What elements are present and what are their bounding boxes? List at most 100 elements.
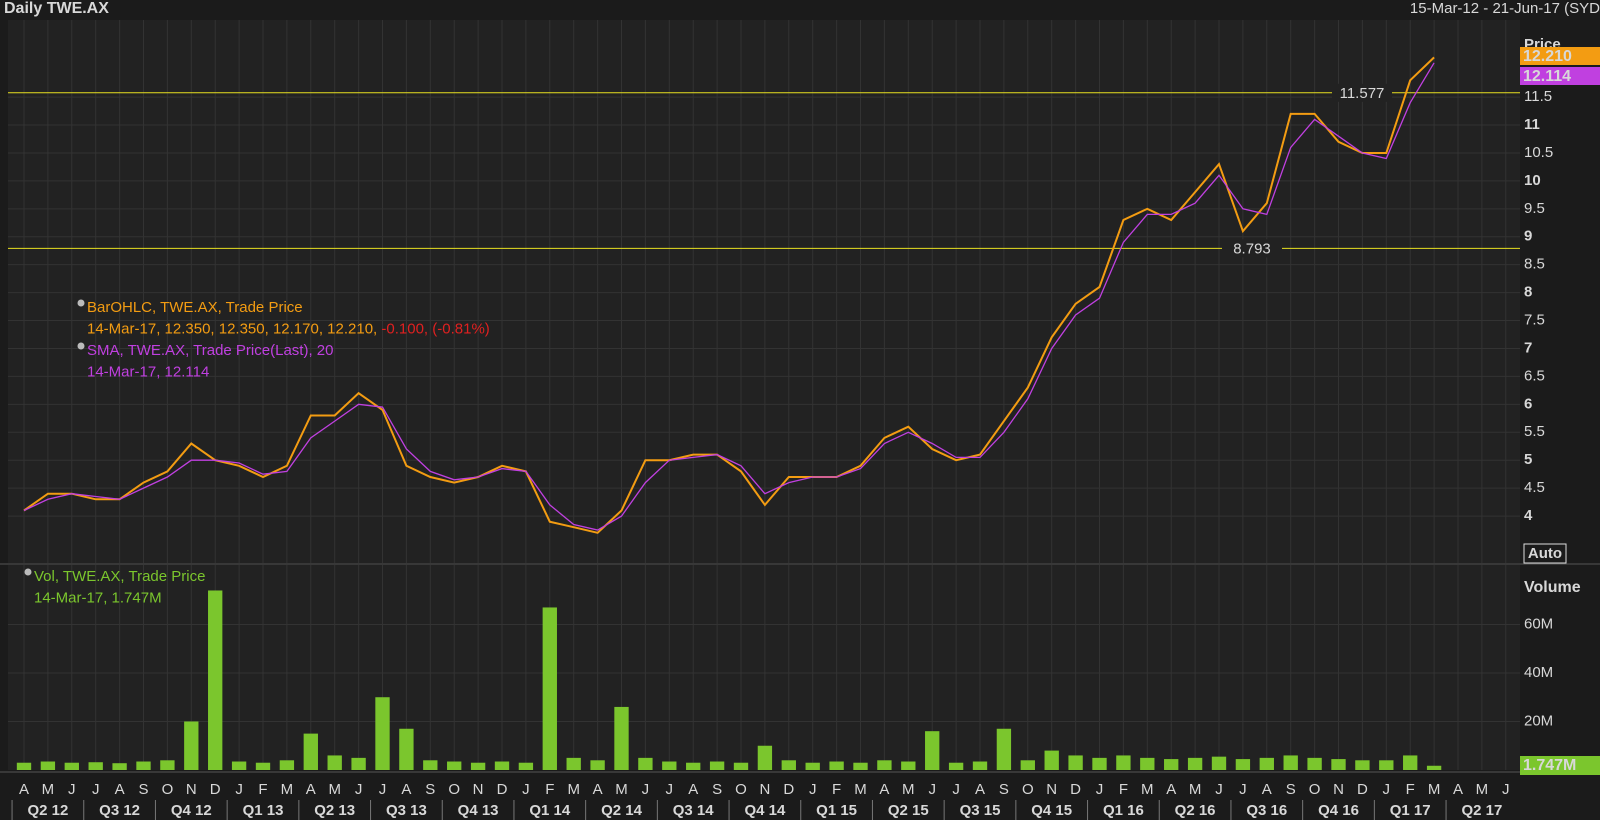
volume-bar [996, 728, 1012, 770]
x-tick-label: D [497, 781, 508, 798]
y-tick-label: 9 [1524, 228, 1532, 245]
y-tick-label: 7.5 [1524, 312, 1545, 329]
volume-bar [1211, 756, 1227, 770]
quarter-label: Q3 16 [1246, 802, 1287, 819]
date-range: 15-Mar-12 - 21-Jun-17 (SYD [1410, 0, 1600, 17]
volume-bar [160, 760, 175, 770]
auto-button-label[interactable]: Auto [1528, 545, 1562, 562]
volume-bar [662, 761, 677, 770]
quarter-label: Q4 15 [1031, 802, 1072, 819]
x-tick-label: M [615, 781, 628, 798]
y-tick-label: 5.5 [1524, 423, 1545, 440]
y-tick-label: 11.5 [1524, 88, 1552, 105]
quarter-label: Q4 12 [171, 802, 212, 819]
x-tick-label: J [355, 781, 363, 798]
legend-text: SMA, TWE.AX, Trade Price(Last), 20 [87, 342, 333, 359]
y-tick-label: 10.5 [1524, 144, 1553, 161]
quarter-label: Q1 14 [529, 802, 571, 819]
volume-bar [231, 761, 247, 770]
legend-text: Vol, TWE.AX, Trade Price [34, 568, 205, 585]
y-tick-label: 5 [1524, 451, 1532, 468]
quarter-label: Q4 16 [1318, 802, 1359, 819]
x-tick-label: O [735, 781, 747, 798]
x-tick-label: D [1070, 781, 1081, 798]
last-value-label: 1.747M [1523, 757, 1576, 774]
volume-bar [351, 757, 366, 770]
volume-bar [853, 762, 868, 770]
volume-bar [1044, 750, 1059, 770]
x-tick-label: A [1262, 781, 1272, 798]
volume-bar [1164, 759, 1179, 770]
y-tick-label: 8.5 [1524, 256, 1545, 273]
x-tick-label: J [642, 781, 650, 798]
reference-label-bg [1222, 239, 1282, 258]
volume-bar [709, 761, 725, 770]
volume-bar [423, 760, 438, 770]
auto-button[interactable] [1523, 543, 1567, 564]
x-tick-label: N [1333, 781, 1344, 798]
volume-bar [1379, 760, 1394, 770]
x-tick-label: D [210, 781, 221, 798]
volume-bar [303, 733, 318, 770]
x-tick-label: A [688, 781, 698, 798]
x-tick-label: J [1215, 781, 1223, 798]
x-tick-label: A [1166, 781, 1176, 798]
last-value-badge [1520, 47, 1600, 65]
x-tick-label: S [712, 781, 722, 798]
y-tick-label: 8 [1524, 284, 1532, 301]
series-line [23, 56, 1435, 534]
legend-line: BarOHLC, TWE.AX, Trade Price [87, 299, 303, 316]
x-tick-label: J [928, 781, 936, 798]
legend-line: 14-Mar-17, 12.114 [87, 363, 209, 380]
volume-bar [805, 762, 820, 770]
volume-bar [614, 706, 629, 770]
quarter-label: Q3 13 [386, 802, 427, 819]
reference-label: 11.577 [1340, 85, 1385, 102]
last-value-label: 12.210 [1523, 48, 1572, 65]
quarter-label: Q1 17 [1390, 802, 1431, 819]
volume-bar [208, 590, 223, 770]
x-tick-label: J [809, 781, 817, 798]
legend-icon [77, 342, 85, 350]
x-tick-label: M [1428, 781, 1441, 798]
volume-bar [40, 761, 56, 770]
x-tick-label: A [879, 781, 889, 798]
volume-bar [638, 757, 653, 770]
volume-bar [972, 761, 988, 770]
volume-bar [64, 762, 79, 770]
volume-bar [590, 760, 605, 770]
price-panel [8, 20, 1520, 563]
y-tick-label: 10 [1524, 172, 1541, 189]
last-value-badge [1520, 756, 1600, 775]
volume-bar [375, 697, 390, 770]
legend-icon [24, 568, 32, 576]
legend-line: Vol, TWE.AX, Trade Price [34, 568, 205, 585]
x-tick-label: M [1476, 781, 1489, 798]
reference-label-bg [1332, 83, 1392, 102]
y-tick-label: 11 [1524, 116, 1540, 133]
x-tick-label: M [854, 781, 867, 798]
x-tick-label: O [1309, 781, 1321, 798]
y-tick-label: 7 [1524, 339, 1532, 356]
volume-bar [518, 762, 534, 770]
quarter-label: Q4 13 [458, 802, 499, 819]
quarter-label: Q1 16 [1103, 802, 1144, 819]
x-tick-label: D [783, 781, 794, 798]
y-tick-label: 6.5 [1524, 367, 1545, 384]
volume-bar [1355, 760, 1370, 770]
volume-bar [1403, 755, 1418, 770]
volume-bar [1092, 757, 1107, 770]
quarter-label: Q2 16 [1175, 802, 1216, 819]
quarter-label: Q2 17 [1461, 802, 1502, 819]
last-value-label: 12.114 [1523, 68, 1571, 85]
legend-text: 14-Mar-17, 12.114 [87, 363, 209, 380]
volume-bar [877, 760, 892, 770]
x-tick-label: N [759, 781, 770, 798]
legend-line: SMA, TWE.AX, Trade Price(Last), 20 [87, 342, 333, 359]
volume-bar [112, 763, 127, 770]
quarter-label: Q1 13 [243, 802, 284, 819]
x-tick-label: J [235, 781, 243, 798]
volume-bar [1283, 755, 1298, 770]
x-tick-label: S [138, 781, 148, 798]
